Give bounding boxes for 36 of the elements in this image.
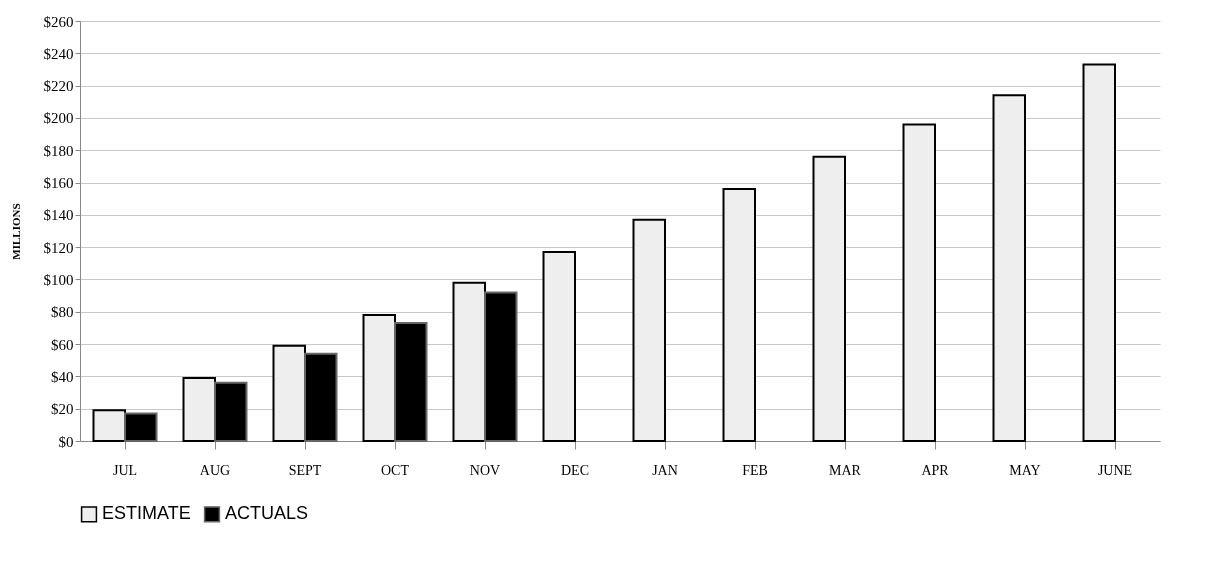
legend-label: ACTUALS [225,503,309,524]
y-tick-label: $240 [43,45,74,62]
bar [722,188,756,442]
x-tick-label: OCT [381,462,410,478]
bar [812,155,846,442]
y-tick-label: $20 [51,401,74,418]
y-tick-label: $260 [43,13,74,30]
y-tick-label: $100 [43,271,74,288]
x-tick-label: JUL [112,462,138,478]
x-tick-label: NOV [469,462,501,478]
x-tick-label: SEPT [288,462,322,478]
y-tick-label: $60 [51,336,74,353]
x-tick-label: DEC [561,462,589,478]
y-axis-title: MILLIONS [9,203,22,260]
x-tick-label: MAR [829,462,862,478]
y-tick-label: $160 [43,175,74,192]
y-tick-label: $120 [43,239,74,256]
y-tick-label: $80 [51,304,74,321]
bar [902,123,936,442]
x-tick-label: JAN [652,462,678,478]
x-tick-label: APR [921,462,950,478]
x-tick-label: FEB [742,462,768,478]
bar [992,94,1026,442]
y-tick-label: $140 [43,207,74,224]
x-tick-label: MAY [1009,462,1041,478]
y-tick-label: $200 [43,110,74,127]
y-tick-label: $0 [58,433,74,450]
bar [542,251,576,442]
bar [1082,63,1116,442]
x-tick-label: JUNE [1097,462,1133,478]
y-tick-label: $180 [43,142,74,159]
bar [632,218,666,442]
x-tick-label: AUG [199,462,231,478]
y-tick-label: $40 [51,368,74,385]
legend-label: ESTIMATE [102,503,191,524]
y-tick-label: $220 [43,78,74,95]
